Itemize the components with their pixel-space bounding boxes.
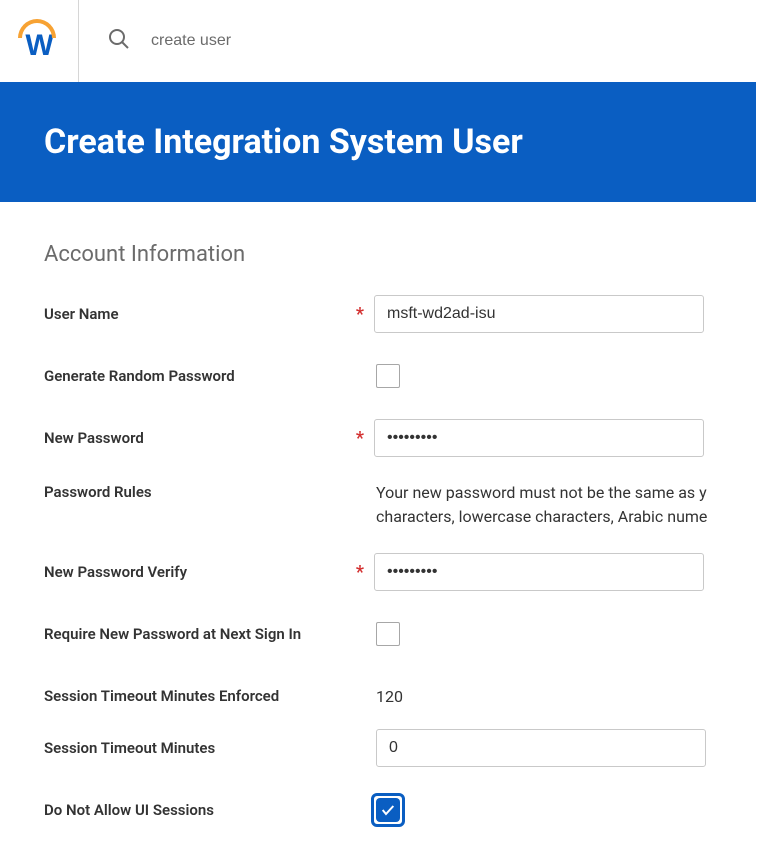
search-icon[interactable] [107,27,131,55]
username-label: User Name [44,305,354,323]
session-timeout-minutes-input[interactable] [376,729,706,767]
username-input-wrapper: * [354,295,756,333]
password-rules-label: Password Rules [44,481,354,501]
generate-random-password-row: Generate Random Password [44,357,756,395]
required-indicator: * [352,304,364,325]
do-not-allow-ui-label: Do Not Allow UI Sessions [44,801,354,819]
form-container: Account Information User Name * Generate… [0,202,756,829]
workday-logo[interactable]: W [18,21,60,61]
password-rules-row: Password Rules Your new password must no… [44,481,756,529]
rules-line1: Your new password must not be the same a… [376,483,707,502]
session-timeout-minutes-input-wrapper [354,729,756,767]
username-input[interactable] [374,295,704,333]
page-header: Create Integration System User [0,82,756,202]
require-new-password-label: Require New Password at Next Sign In [44,625,354,643]
require-new-password-checkbox[interactable] [376,622,400,646]
checkbox-inner [376,798,400,822]
password-rules-text: Your new password must not be the same a… [376,481,707,529]
session-timeout-enforced-row: Session Timeout Minutes Enforced 120 [44,677,756,715]
new-password-row: New Password * [44,419,756,457]
session-timeout-enforced-label: Session Timeout Minutes Enforced [44,687,354,705]
new-password-verify-row: New Password Verify * [44,553,756,591]
new-password-input-wrapper: * [354,419,756,457]
vertical-divider [78,0,79,82]
session-timeout-minutes-label: Session Timeout Minutes [44,739,354,757]
required-indicator: * [352,562,364,583]
generate-random-password-label: Generate Random Password [44,367,354,385]
new-password-label: New Password [44,429,354,447]
new-password-verify-input[interactable] [374,553,704,591]
new-password-verify-label: New Password Verify [44,563,354,581]
checkmark-icon [380,802,396,818]
section-heading: Account Information [44,242,756,267]
generate-random-password-checkbox[interactable] [376,364,400,388]
do-not-allow-ui-row: Do Not Allow UI Sessions [44,791,756,829]
required-indicator: * [352,428,364,449]
username-row: User Name * [44,295,756,333]
top-bar: W [0,0,777,82]
require-new-password-row: Require New Password at Next Sign In [44,615,756,653]
logo-arc-icon [18,19,56,38]
session-timeout-enforced-value: 120 [376,687,403,706]
search-input[interactable] [151,32,401,50]
page-title: Create Integration System User [44,122,756,162]
rules-line2: characters, lowercase characters, Arabic… [376,507,707,526]
session-timeout-minutes-row: Session Timeout Minutes [44,729,756,767]
do-not-allow-ui-checkbox[interactable] [371,793,405,827]
new-password-verify-input-wrapper: * [354,553,756,591]
new-password-input[interactable] [374,419,704,457]
search-area [107,27,401,55]
